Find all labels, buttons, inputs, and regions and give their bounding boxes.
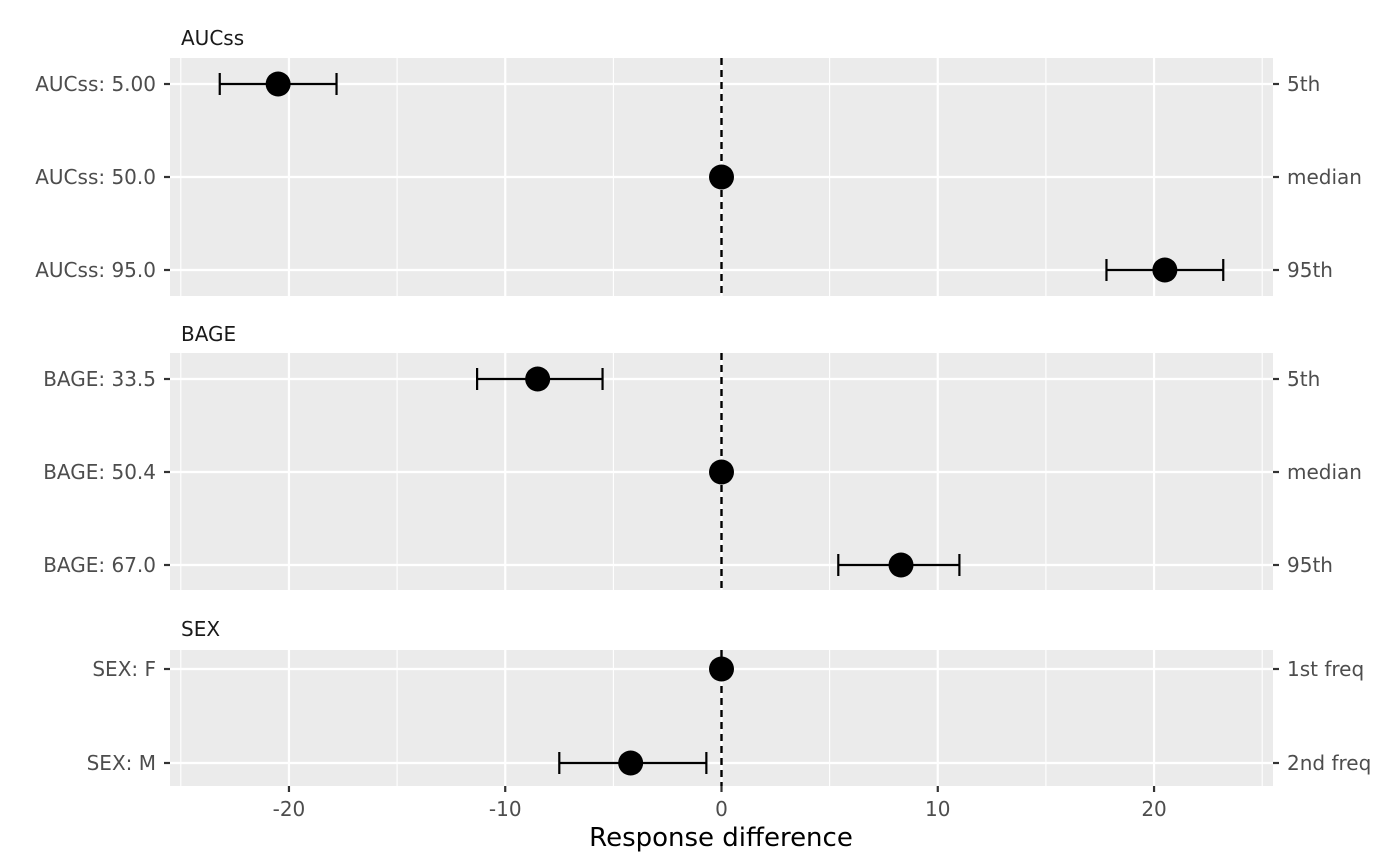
y-tick-label: SEX: F bbox=[92, 657, 156, 681]
data-point bbox=[618, 750, 644, 776]
panel-bage: BAGE BAGE: 33.5 5th BAGE: 50.4 median BAGE: 6… bbox=[43, 322, 1362, 590]
panel-title: SEX bbox=[181, 617, 220, 641]
sec-y-tick-label: 2nd freq bbox=[1287, 751, 1371, 775]
panel-title: AUCss bbox=[181, 26, 244, 50]
sec-y-tick-label: 5th bbox=[1287, 72, 1320, 96]
sec-y-tick-label: 5th bbox=[1287, 367, 1320, 391]
data-point bbox=[709, 656, 734, 682]
panel-title: BAGE bbox=[181, 322, 236, 346]
data-point bbox=[525, 366, 551, 392]
y-tick-label: BAGE: 50.4 bbox=[43, 460, 156, 484]
data-point bbox=[709, 164, 734, 190]
x-tick-label: -20 bbox=[273, 797, 306, 821]
x-tick-label: 20 bbox=[1141, 797, 1166, 821]
x-axis-title: Response difference bbox=[589, 823, 853, 853]
sec-y-tick-label: 95th bbox=[1287, 258, 1333, 282]
panels-layer: AUCss AUCss: 5.00 5th AUCss: 50.0 median AUCs… bbox=[35, 26, 1371, 786]
sec-y-tick-label: 95th bbox=[1287, 553, 1333, 577]
y-tick-label: BAGE: 67.0 bbox=[43, 553, 156, 577]
sec-y-tick-label: 1st freq bbox=[1287, 657, 1364, 681]
data-point bbox=[1152, 257, 1178, 283]
x-tick-label: 0 bbox=[715, 797, 728, 821]
y-tick-label: SEX: M bbox=[87, 751, 156, 775]
x-tick-label: 10 bbox=[925, 797, 950, 821]
x-axis: -20 -10 0 10 20 bbox=[273, 786, 1167, 821]
y-tick-label: AUCss: 50.0 bbox=[35, 165, 156, 189]
x-tick-label: -10 bbox=[489, 797, 522, 821]
panel-sex: SEX SEX: F 1st freq SEX: M 2nd freq bbox=[87, 617, 1371, 786]
sec-y-tick-label: median bbox=[1287, 460, 1362, 484]
data-point bbox=[709, 459, 734, 485]
y-tick-label: AUCss: 95.0 bbox=[35, 258, 156, 282]
y-tick-label: AUCss: 5.00 bbox=[35, 72, 156, 96]
data-point bbox=[265, 71, 291, 97]
panel-aucss: AUCss AUCss: 5.00 5th AUCss: 50.0 median AUCs… bbox=[35, 26, 1362, 296]
sec-y-tick-label: median bbox=[1287, 165, 1362, 189]
data-point bbox=[888, 552, 914, 578]
y-tick-label: BAGE: 33.5 bbox=[43, 367, 156, 391]
